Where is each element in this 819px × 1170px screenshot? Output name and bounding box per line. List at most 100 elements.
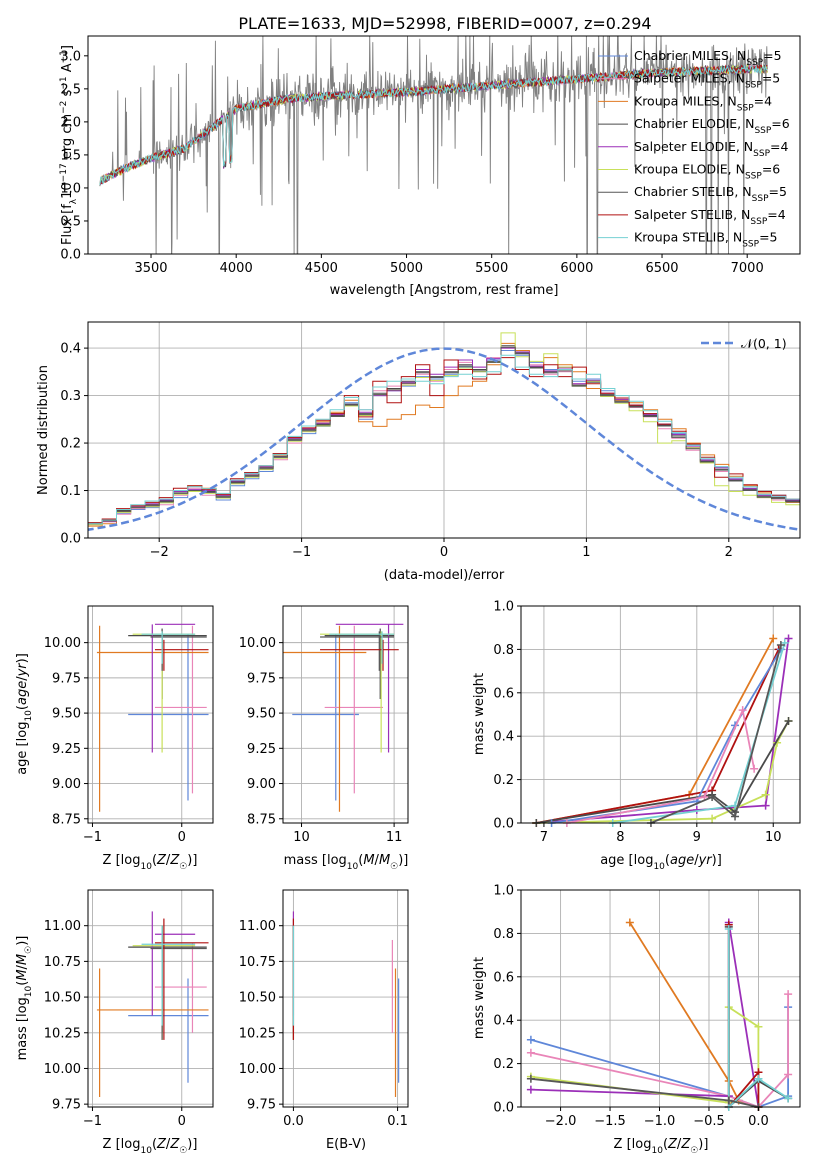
p3-ytick-label-2: 9.25 bbox=[247, 742, 276, 757]
p7-marker-salpeter_elodie-0 bbox=[526, 1085, 535, 1094]
weight-vs-z-panel: −2.0 −1.5 −1.0 −0.5 0.0 0.0 0.2 0.4 0.6 0.8 1.0 Z … bbox=[472, 884, 801, 1156]
p2-ytick-label-5: 10.00 bbox=[44, 636, 81, 651]
p2-xtick-label-0: −1 bbox=[83, 830, 102, 845]
p0-xtick-label-4: 5500 bbox=[475, 261, 508, 276]
p2-ytick-label-0: 8.75 bbox=[52, 812, 81, 827]
p4-ytick-label-0: 0.0 bbox=[493, 817, 514, 832]
spectrum-legend-label-3: Chabrier ELODIE, NSSP=6 bbox=[634, 116, 790, 136]
p5-ytick-label-5: 11.00 bbox=[44, 919, 81, 934]
p2-xtick-label-1: 0 bbox=[178, 830, 186, 845]
p0-xtick-label-2: 4500 bbox=[305, 261, 338, 276]
p3-ytick-label-0: 8.75 bbox=[247, 812, 276, 827]
histogram-salpeter_elodie bbox=[88, 347, 800, 525]
spectrum-legend-label-6: Chabrier STELIB, NSSP=5 bbox=[634, 184, 787, 204]
weight-vs-age-xlabel: age [log10(age/yr)] bbox=[600, 853, 722, 872]
p3-ytick-label-5: 10.00 bbox=[239, 636, 276, 651]
p4-marker-chabrier_elodie-3 bbox=[784, 717, 793, 726]
p4-line-salpeter_elodie bbox=[536, 638, 790, 824]
histogram-chabrier_stelib bbox=[88, 346, 800, 525]
p1-xtick-label-1: −1 bbox=[292, 545, 311, 560]
p7-line-salpeter_elodie bbox=[530, 922, 760, 1108]
weight-vs-z-axes-frame bbox=[520, 889, 801, 1108]
spectrum-ylabel: Flux [fλ10−17 erg cm−2 s−1 A−1] bbox=[59, 45, 79, 245]
p2-ytick-label-2: 9.25 bbox=[52, 742, 81, 757]
residual-xlabel: (data-model)/error bbox=[384, 568, 505, 583]
spectrum-legend-label-4: Salpeter ELODIE, NSSP=4 bbox=[634, 139, 789, 159]
age-vs-z-ylabel: age [log10(age/yr)] bbox=[15, 653, 34, 775]
weight-vs-z-xlabel: Z [log10(Z/Z☉)] bbox=[614, 1137, 709, 1156]
weight-vs-age-axes-frame bbox=[520, 605, 801, 824]
p4-xtick-label-3: 10 bbox=[765, 830, 782, 845]
spectrum-panel: PLATE=1633, MJD=52998, FIBERID=0007, z=0… bbox=[59, 14, 801, 298]
p1-xtick-label-2: 0 bbox=[440, 545, 448, 560]
p1-xtick-label-3: 1 bbox=[582, 545, 590, 560]
p4-ytick-label-4: 0.8 bbox=[493, 643, 514, 658]
p6-ytick-label-1: 10.00 bbox=[239, 1062, 276, 1077]
p7-marker-salpeter_miles-4 bbox=[784, 990, 793, 999]
residual-ylabel: Normed distribution bbox=[36, 365, 51, 495]
p3-xtick-label-1: 11 bbox=[386, 830, 403, 845]
p1-ytick-label-4: 0.4 bbox=[60, 342, 81, 357]
p0-xtick-label-5: 6000 bbox=[560, 261, 593, 276]
mass-vs-z-ylabel: mass [log10(M/M☉)] bbox=[15, 936, 34, 1061]
spectrum-legend-label-8: Kroupa STELIB, NSSP=5 bbox=[634, 230, 778, 250]
p2-ytick-label-4: 9.75 bbox=[52, 671, 81, 686]
spectrum-xlabel: wavelength [Angstrom, rest frame] bbox=[330, 283, 559, 298]
p3-ytick-label-1: 9.00 bbox=[247, 777, 276, 792]
p5-ytick-label-2: 10.25 bbox=[44, 1026, 81, 1041]
p7-marker-kroupa_miles-0 bbox=[625, 918, 634, 927]
p5-ytick-label-1: 10.00 bbox=[44, 1062, 81, 1077]
p4-line-chabrier_stelib bbox=[650, 644, 782, 824]
p4-marker-chabrier_stelib-3 bbox=[776, 641, 785, 650]
p5-xtick-label-1: 0 bbox=[178, 1114, 186, 1129]
p3-ytick-label-4: 9.75 bbox=[247, 671, 276, 686]
p4-marker-kroupa_elodie-2 bbox=[761, 790, 770, 799]
p7-ytick-label-4: 0.8 bbox=[493, 927, 514, 942]
weight-vs-age-ylabel: mass weight bbox=[472, 673, 487, 755]
p0-ytick-label-5: 2.5 bbox=[60, 82, 81, 97]
spectrum-legend-label-1: Salpeter MILES, NSSP=5 bbox=[634, 71, 780, 91]
p7-marker-salpeter_miles-3 bbox=[784, 1070, 793, 1079]
p1-xtick-label-0: −2 bbox=[150, 545, 169, 560]
residual-panel: −2 −1 0 1 2 0.0 0.1 0.2 0.3 0.4 (data-model)/erro… bbox=[36, 321, 801, 583]
weight-vs-z-ylabel: mass weight bbox=[472, 957, 487, 1039]
p4-marker-salpeter_miles-2 bbox=[738, 706, 747, 715]
p0-ytick-label-3: 1.5 bbox=[60, 148, 81, 163]
p0-xtick-label-0: 3500 bbox=[134, 261, 167, 276]
mass-vs-z-xlabel: Z [log10(Z/Z☉)] bbox=[103, 1137, 198, 1156]
p5-ytick-label-0: 9.75 bbox=[52, 1098, 81, 1113]
p4-line-chabrier_elodie bbox=[536, 720, 790, 824]
spectrum-legend-label-0: Chabrier MILES, NSSP=5 bbox=[634, 48, 782, 68]
p4-xtick-label-0: 7 bbox=[540, 830, 548, 845]
spectrum-axes-frame bbox=[87, 35, 801, 255]
spectrum-legend-label-5: Kroupa ELODIE, NSSP=6 bbox=[634, 162, 780, 182]
spectrum-legend-label-2: Kroupa MILES, NSSP=4 bbox=[634, 93, 772, 113]
p7-xtick-label-3: −0.5 bbox=[693, 1114, 725, 1129]
p4-marker-chabrier_stelib-1 bbox=[708, 792, 717, 801]
histogram-salpeter_stelib bbox=[88, 357, 800, 524]
p1-ytick-label-2: 0.2 bbox=[60, 437, 81, 452]
p4-marker-salpeter_elodie-3 bbox=[784, 634, 793, 643]
p6-ytick-label-2: 10.25 bbox=[239, 1026, 276, 1041]
p6-ytick-label-4: 10.75 bbox=[239, 955, 276, 970]
histogram-kroupa_elodie bbox=[88, 332, 800, 526]
age-vs-mass-xlabel: mass [log10(M/M☉)] bbox=[284, 853, 409, 872]
p0-xtick-label-6: 6500 bbox=[645, 261, 678, 276]
p7-ytick-label-5: 1.0 bbox=[493, 884, 514, 899]
p6-xtick-label-1: 0.1 bbox=[387, 1114, 408, 1129]
p7-xtick-label-1: −1.5 bbox=[594, 1114, 626, 1129]
age-vs-z-xlabel: Z [log10(Z/Z☉)] bbox=[103, 853, 198, 872]
p6-ytick-label-3: 10.50 bbox=[239, 991, 276, 1006]
histogram-kroupa_stelib bbox=[88, 354, 800, 525]
p4-marker-chabrier_stelib-2 bbox=[731, 812, 740, 821]
p7-xtick-label-2: −1.0 bbox=[644, 1114, 676, 1129]
gauss-legend-label: 𝒩(0, 1) bbox=[741, 336, 787, 351]
age-vs-z-panel: −1 0 8.75 9.00 9.25 9.50 9.75 10.00 Z [log10(Z/… bbox=[15, 605, 214, 872]
p5-ytick-label-3: 10.50 bbox=[44, 991, 81, 1006]
p7-line-kroupa_stelib bbox=[727, 929, 789, 1110]
mass-vs-ebv-panel: 0.0 0.1 9.75 10.00 10.25 10.50 10.75 11.00 E(B-… bbox=[239, 889, 409, 1152]
p6-xtick-label-0: 0.0 bbox=[283, 1114, 304, 1129]
p7-ytick-label-2: 0.4 bbox=[493, 1014, 514, 1029]
p0-xtick-label-7: 7000 bbox=[731, 261, 764, 276]
